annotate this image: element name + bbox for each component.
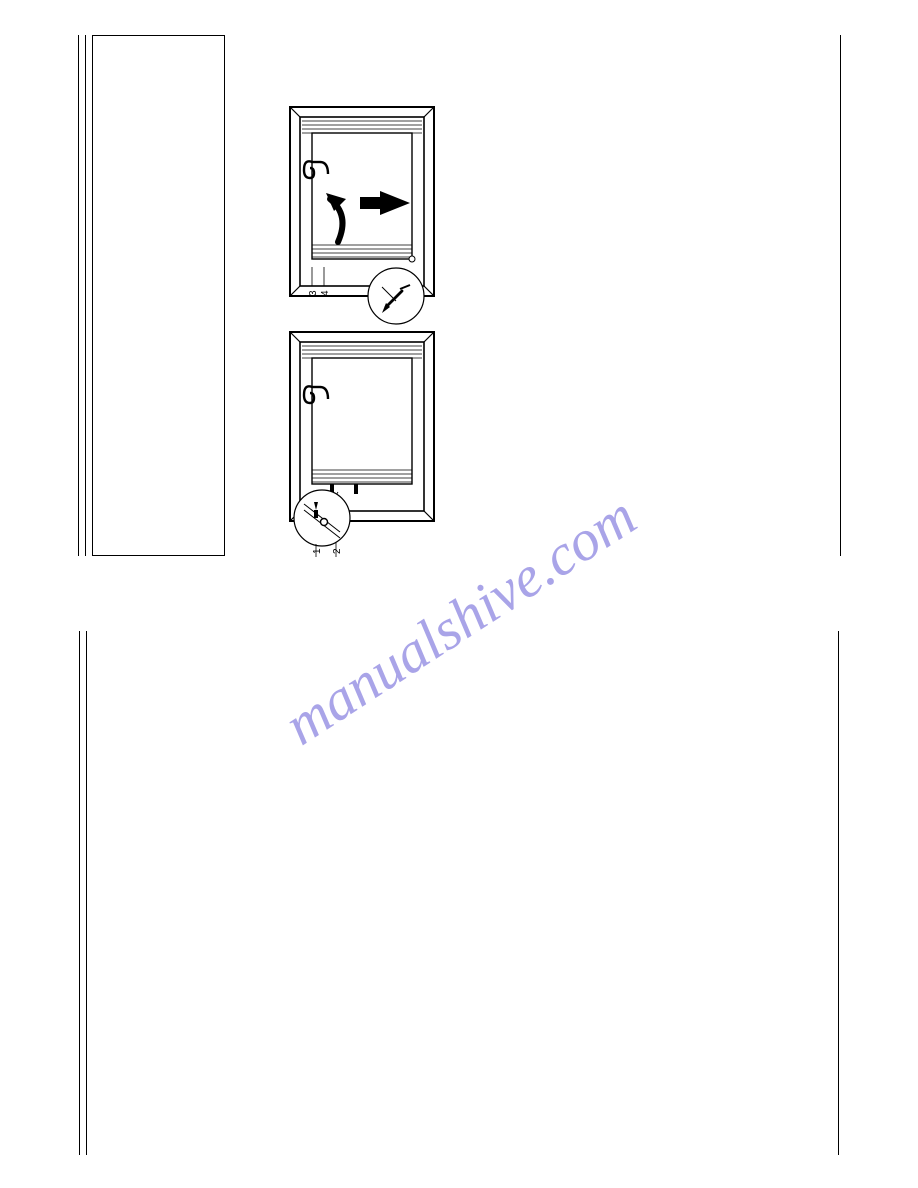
empty-panel: [92, 35, 225, 556]
figure-1: [290, 107, 434, 296]
inner-vrule-b: [86, 631, 87, 1155]
upper-right-rule: [840, 35, 841, 556]
lower-right-rule: [838, 631, 839, 1155]
figure-2: [290, 332, 434, 521]
lower-left-rule: [79, 631, 80, 1155]
fig2-callout-2: 2: [332, 548, 343, 554]
inner-vrule-a: [85, 35, 86, 556]
fig2-callout-1: 1: [312, 548, 323, 554]
fig1-callout-3: 3: [308, 290, 319, 296]
fig1-callout-4: 4: [320, 290, 331, 296]
upper-left-rule: [78, 35, 79, 556]
